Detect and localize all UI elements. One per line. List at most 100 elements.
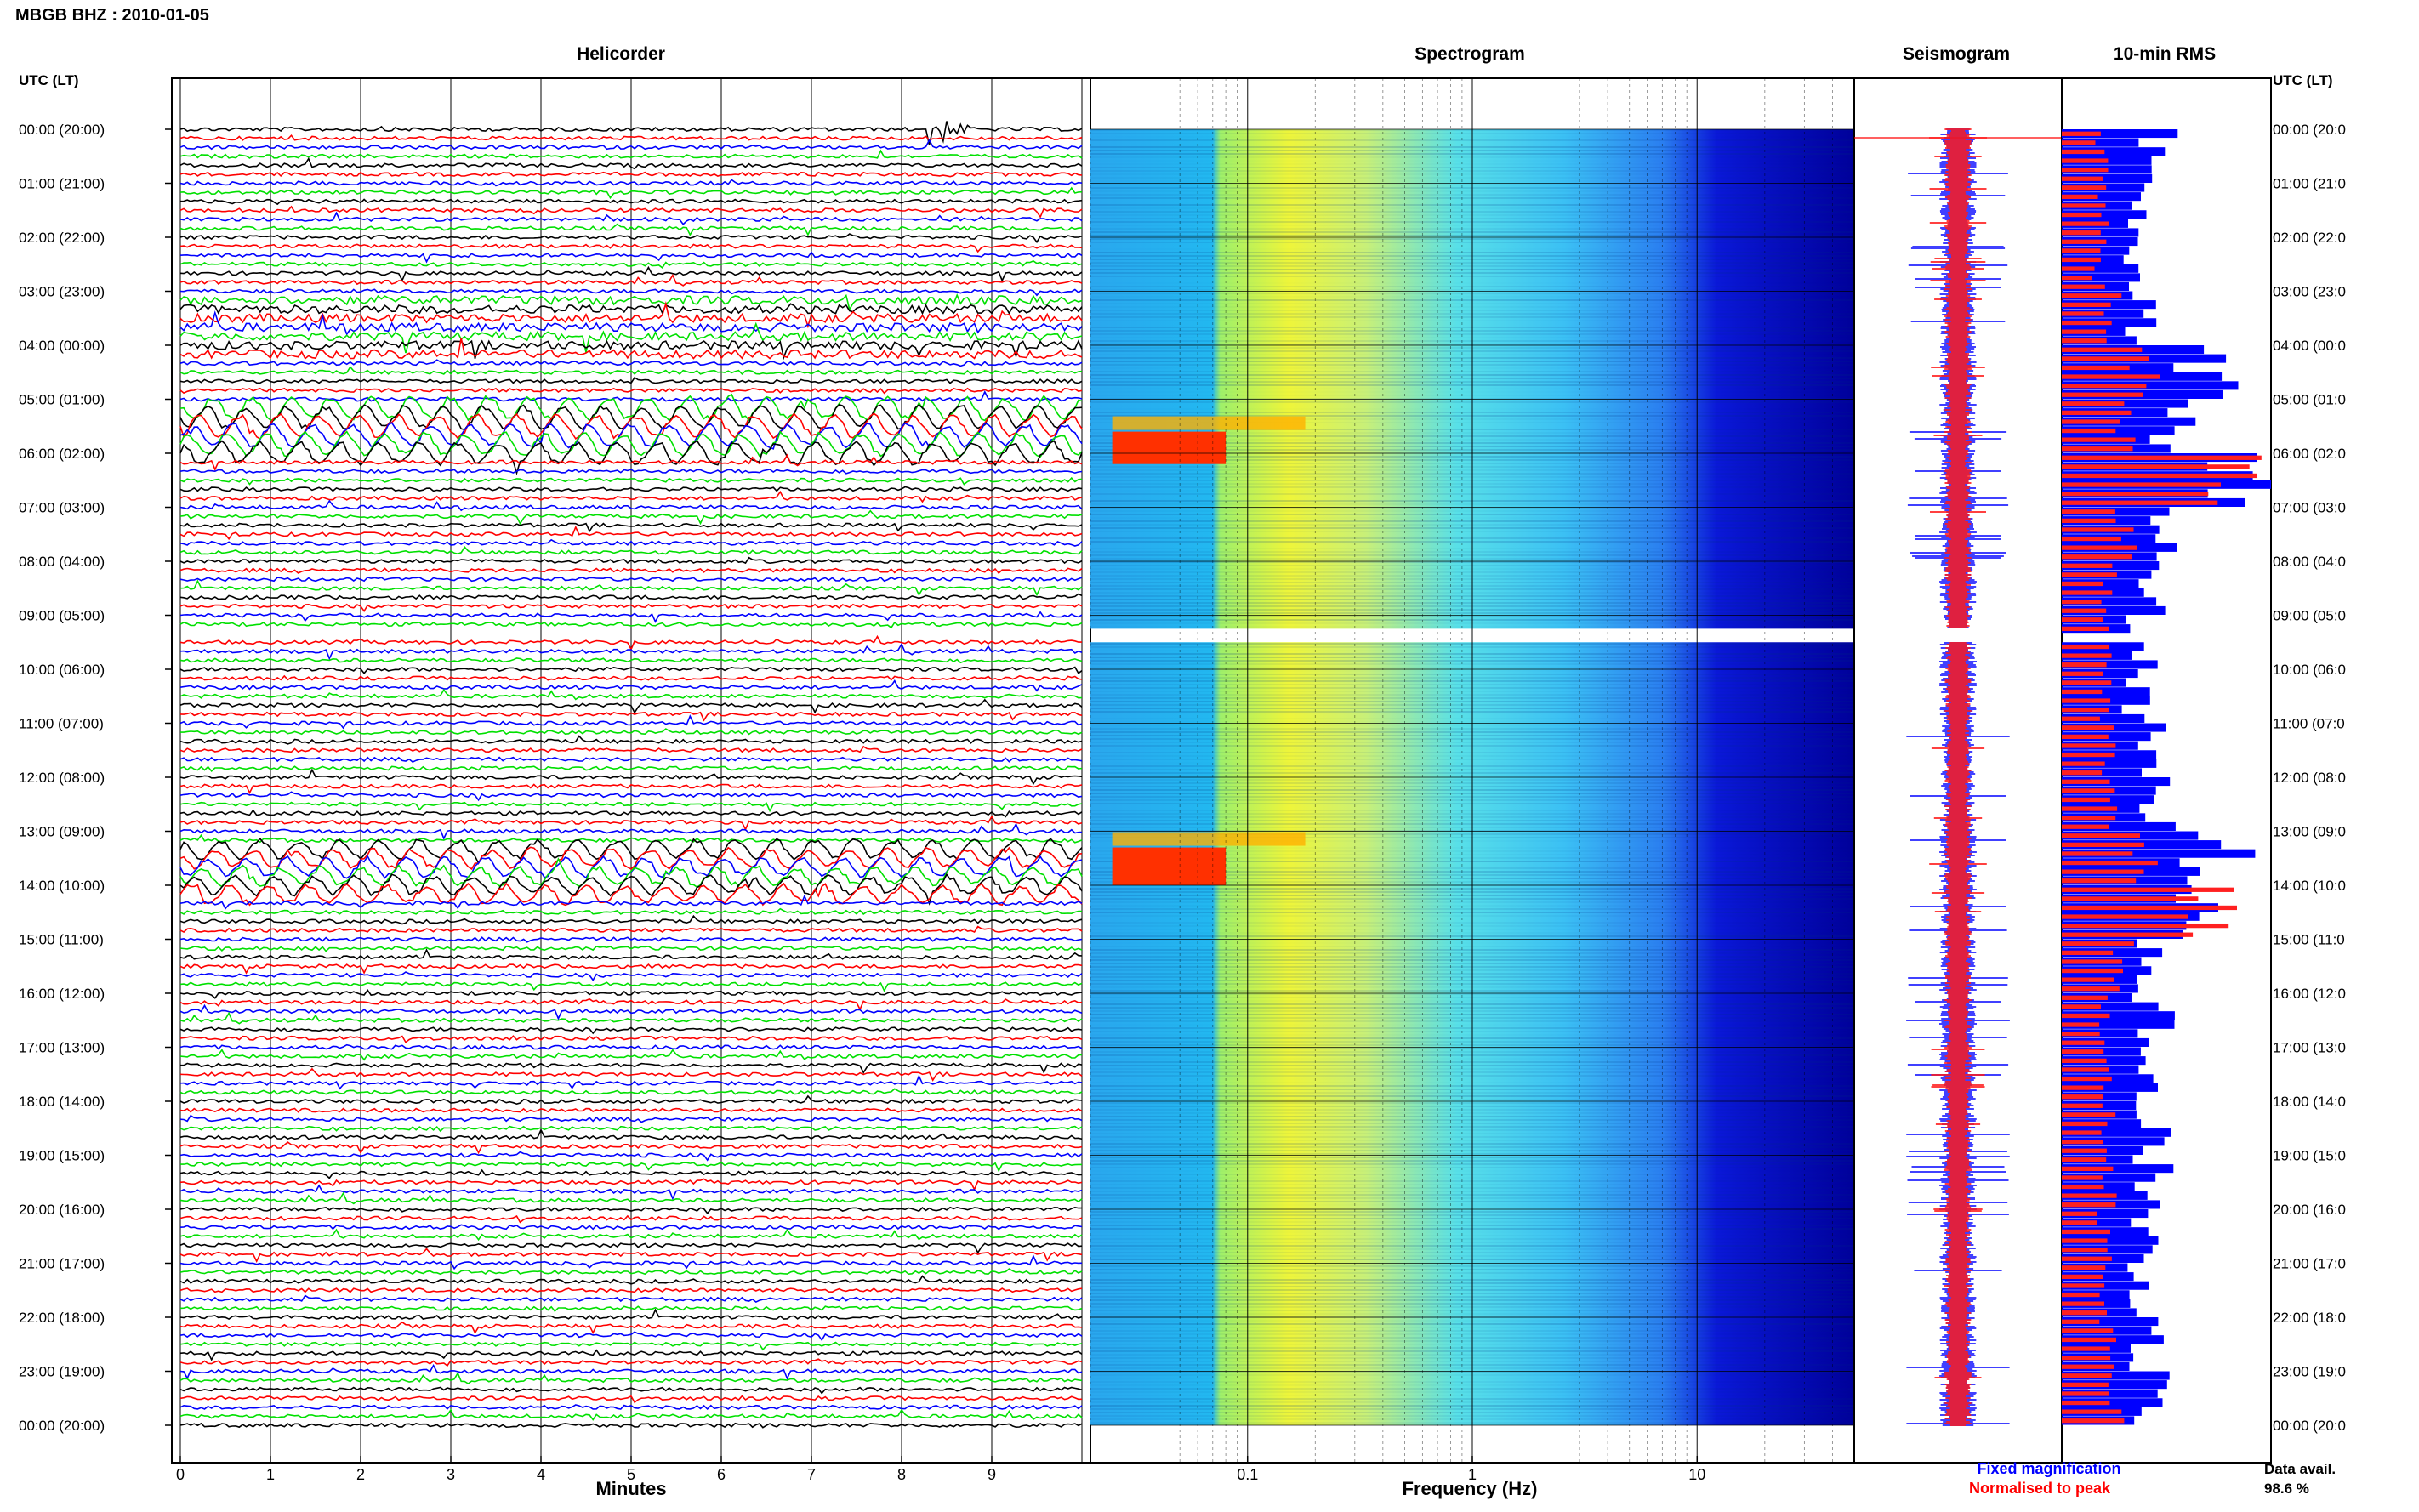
frequency-tick-label: 1	[1468, 1466, 1477, 1483]
helicorder-trace	[179, 273, 1083, 287]
helicorder-trace	[179, 1141, 1083, 1155]
hour-label-left: 17:00 (13:00)	[19, 1040, 105, 1056]
helicorder-trace	[179, 567, 1083, 575]
rms-normalised-bar	[2062, 338, 2107, 344]
data-availability-label: Data avail.	[2264, 1461, 2336, 1477]
rms-normalised-bar	[2062, 1373, 2112, 1378]
rms-normalised-bar	[2062, 932, 2194, 937]
rms-normalised-bar	[2062, 860, 2158, 866]
helicorder-trace	[179, 925, 1083, 934]
helicorder-trace	[179, 688, 1083, 701]
rms-normalised-bar	[2062, 1337, 2116, 1343]
helicorder-trace	[179, 1386, 1083, 1395]
rms-normalised-bar	[2062, 401, 2125, 406]
spectrogram-peak	[1112, 847, 1227, 885]
helicorder-trace	[179, 545, 1083, 555]
rms-fixed-bar	[2062, 1020, 2175, 1029]
hour-label-left: 04:00 (00:00)	[19, 338, 105, 354]
helicorder-trace	[179, 134, 1083, 141]
rms-normalised-bar	[2062, 1319, 2100, 1324]
hour-label-right: 08:00 (04:0	[2273, 554, 2346, 570]
helicorder-trace	[179, 815, 1083, 832]
rms-normalised-bar	[2062, 158, 2109, 163]
rms-fixed-bar	[2062, 821, 2176, 831]
rms-fixed-bar	[2062, 507, 2170, 516]
helicorder-trace	[179, 846, 1083, 871]
rms-normalised-bar	[2062, 464, 2250, 469]
helicorder-trace	[179, 1408, 1083, 1421]
rms-fixed-bar	[2062, 597, 2157, 606]
rms-fixed-bar	[2062, 147, 2166, 156]
rms-normalised-bar	[2062, 1256, 2112, 1261]
helicorder-trace	[179, 971, 1083, 981]
rms-normalised-bar	[2062, 1076, 2112, 1082]
helicorder-trace	[179, 233, 1083, 244]
rms-fixed-bar	[2062, 759, 2157, 768]
rms-normalised-bar	[2062, 545, 2137, 550]
helicorder-trace	[179, 882, 1083, 907]
helicorder-trace	[179, 1248, 1083, 1264]
hour-label-right: 00:00 (20:0	[2273, 1418, 2346, 1434]
helicorder-trace	[179, 611, 1083, 623]
rms-fixed-bar	[2062, 777, 2171, 787]
rms-normalised-bar	[2062, 1166, 2114, 1172]
rms-fixed-bar	[2062, 173, 2153, 183]
hour-label-left: 12:00 (08:00)	[19, 770, 105, 786]
helicorder-trace	[179, 223, 1083, 236]
rms-normalised-bar	[2062, 1031, 2100, 1037]
helicorder-trace	[179, 476, 1083, 486]
helicorder-trace	[179, 1125, 1083, 1133]
helicorder-trace	[179, 642, 1083, 661]
frequency-tick-label: 0.1	[1237, 1466, 1258, 1483]
helicorder-trace	[179, 577, 1083, 583]
rms-normalised-bar	[2062, 410, 2132, 416]
rms-normalised-bar	[2062, 761, 2105, 766]
hour-label-left: 13:00 (09:00)	[19, 824, 105, 840]
rms-normalised-bar	[2062, 851, 2133, 856]
helicorder-trace	[179, 579, 1083, 597]
hour-label-right: 00:00 (20:0	[2273, 122, 2346, 138]
rms-normalised-bar	[2062, 1292, 2100, 1298]
helicorder-trace	[179, 989, 1083, 999]
helicorder-trace	[179, 525, 1083, 541]
hour-label-left: 05:00 (01:00)	[19, 392, 105, 408]
helicorder-trace	[179, 621, 1083, 629]
rms-normalised-bar	[2062, 689, 2103, 695]
hour-label-right: 13:00 (09:0	[2273, 824, 2346, 840]
spectrogram-peak	[1112, 431, 1227, 464]
hour-label-left: 22:00 (18:00)	[19, 1310, 105, 1326]
rms-normalised-bar	[2062, 914, 2188, 919]
rms-normalised-bar	[2062, 1067, 2109, 1072]
rms-normalised-bar	[2062, 203, 2106, 208]
rms-normalised-bar	[2062, 572, 2117, 577]
spectrogram-peak-halo	[1112, 832, 1306, 846]
rms-normalised-bar	[2062, 1049, 2104, 1054]
helicorder-trace	[179, 1242, 1083, 1254]
helicorder-trace	[179, 509, 1083, 526]
helicorder-trace	[179, 1114, 1083, 1123]
helicorder-trace	[179, 857, 1083, 889]
helicorder-trace	[179, 121, 1083, 145]
rms-normalised-bar	[2062, 329, 2107, 334]
hour-label-right: 23:00 (19:0	[2273, 1364, 2346, 1380]
helicorder-trace	[179, 211, 1083, 225]
rms-fixed-bar	[2062, 1128, 2171, 1137]
minute-tick-label: 2	[356, 1466, 365, 1483]
rms-fixed-bar	[2062, 426, 2175, 435]
rms-normalised-bar	[2062, 1112, 2116, 1117]
hour-label-right: 06:00 (02:0	[2273, 446, 2346, 462]
hour-label-right: 11:00 (07:0	[2273, 716, 2345, 732]
rms-normalised-bar	[2062, 905, 2237, 911]
helicorder-trace	[179, 376, 1083, 384]
spectrogram-title: Spectrogram	[1414, 44, 1525, 64]
spectrogram-peak-halo	[1112, 416, 1306, 430]
minute-tick-label: 1	[266, 1466, 275, 1483]
rms-normalised-bar	[2062, 518, 2116, 524]
rms-normalised-bar	[2062, 887, 2234, 892]
minute-tick-label: 9	[988, 1466, 996, 1483]
helicorder-trace	[179, 259, 1083, 269]
rms-normalised-bar	[2062, 1202, 2116, 1208]
hour-label-left: 08:00 (04:00)	[19, 554, 105, 570]
helicorder-trace	[179, 1268, 1083, 1276]
